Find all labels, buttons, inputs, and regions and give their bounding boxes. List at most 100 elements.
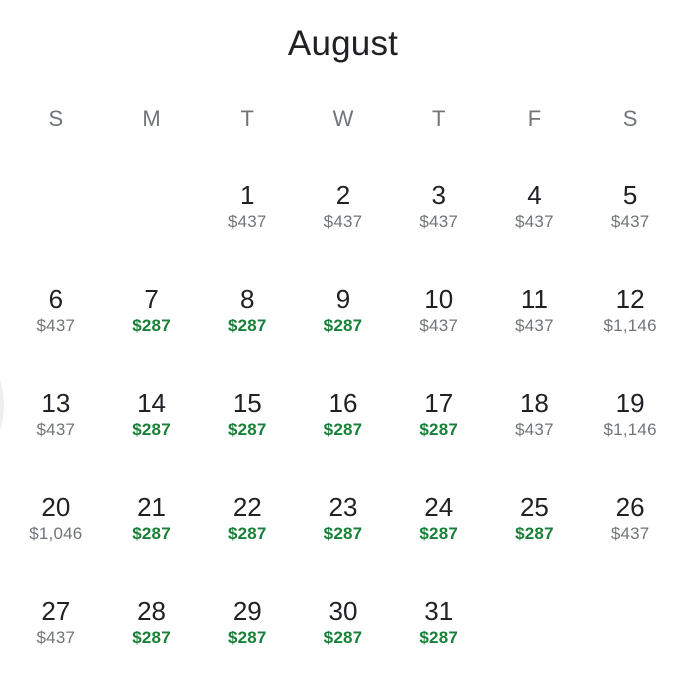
price-label: $287 — [323, 316, 363, 335]
price-label: $437 — [227, 212, 267, 231]
weekday-header-monday: M — [142, 106, 161, 131]
price-label: $437 — [610, 212, 650, 231]
day-number: 31 — [424, 596, 454, 626]
price-label: $437 — [36, 420, 76, 439]
calendar-day-cell[interactable]: 15 $287 — [199, 362, 295, 466]
price-label: $287 — [132, 524, 171, 543]
day-number: 28 — [137, 596, 167, 626]
calendar-day-cell[interactable]: 26 $437 — [582, 466, 678, 570]
day-number: 25 — [519, 492, 549, 522]
calendar-day-cell[interactable]: 13 $437 — [8, 362, 104, 466]
price-label: $437 — [515, 420, 554, 439]
calendar-day-cell[interactable]: 24 $287 — [391, 466, 487, 570]
calendar-empty-cell — [8, 154, 104, 258]
calendar-day-cell[interactable]: 5 $437 — [582, 154, 678, 258]
price-label: $437 — [36, 316, 76, 335]
price-label: $287 — [132, 628, 171, 647]
calendar-day-cell[interactable]: 28 $287 — [104, 570, 200, 674]
calendar-empty-cell — [582, 570, 678, 674]
price-label: $287 — [323, 420, 363, 439]
day-number: 8 — [240, 284, 255, 314]
price-label: $437 — [419, 316, 459, 335]
day-number: 15 — [232, 388, 262, 418]
price-label: $437 — [610, 524, 650, 543]
price-label: $437 — [515, 212, 554, 231]
day-number: 1 — [240, 180, 255, 210]
day-number: 9 — [335, 284, 351, 314]
day-number: 20 — [41, 492, 71, 522]
weekday-header-friday: F — [527, 106, 542, 131]
calendar-day-cell[interactable]: 20 $1,046 — [8, 466, 104, 570]
day-number: 5 — [622, 180, 638, 210]
day-number: 11 — [520, 284, 548, 314]
day-number: 18 — [519, 388, 549, 418]
calendar-day-cell[interactable]: 30 $287 — [295, 570, 391, 674]
price-label: $287 — [132, 420, 171, 439]
price-label: $287 — [227, 420, 267, 439]
price-label: $1,146 — [603, 420, 657, 439]
price-label: $287 — [419, 420, 459, 439]
day-number: 22 — [232, 492, 262, 522]
calendar-day-cell[interactable]: 2 $437 — [295, 154, 391, 258]
day-number: 3 — [431, 180, 446, 210]
price-label: $287 — [227, 316, 267, 335]
price-label: $287 — [323, 524, 363, 543]
calendar-day-cell[interactable]: 8 $287 — [199, 258, 295, 362]
calendar-day-cell[interactable]: 21 $287 — [104, 466, 200, 570]
month-title: August — [287, 24, 399, 63]
calendar-day-cell[interactable]: 25 $287 — [487, 466, 583, 570]
price-label: $1,046 — [29, 524, 83, 543]
price-label: $437 — [36, 628, 76, 647]
calendar-day-cell[interactable]: 10 $437 — [391, 258, 487, 362]
calendar-day-cell[interactable]: 11 $437 — [487, 258, 583, 362]
calendar-day-cell[interactable]: 18 $437 — [487, 362, 583, 466]
calendar-day-cell[interactable]: 4 $437 — [487, 154, 583, 258]
calendar-day-cell[interactable]: 7 $287 — [104, 258, 200, 362]
calendar-day-cell[interactable]: 31 $287 — [391, 570, 487, 674]
calendar-day-cell[interactable]: 6 $437 — [8, 258, 104, 362]
day-number: 12 — [615, 284, 645, 314]
day-number: 23 — [328, 492, 358, 522]
day-number: 27 — [41, 596, 71, 626]
price-label: $287 — [419, 524, 459, 543]
price-label: $287 — [227, 524, 267, 543]
day-number: 10 — [424, 284, 454, 314]
price-label: $1,146 — [603, 316, 657, 335]
calendar-day-cell[interactable]: 12 $1,146 — [582, 258, 678, 362]
calendar-day-cell[interactable]: 27 $437 — [8, 570, 104, 674]
weekday-header-sunday: S — [48, 106, 64, 131]
calendar-day-cell[interactable]: 19 $1,146 — [582, 362, 678, 466]
calendar-day-cell[interactable]: 23 $287 — [295, 466, 391, 570]
price-calendar: S M T W T F S 1 $437 2 $437 3 $437 4 $437 5 $437 6… — [8, 95, 678, 674]
day-number: 19 — [615, 388, 645, 418]
day-number: 26 — [615, 492, 645, 522]
weekday-header-tuesday: T — [240, 106, 254, 131]
price-label: $437 — [515, 316, 554, 335]
partial-circle-artifact — [0, 325, 4, 485]
price-label: $287 — [515, 524, 554, 543]
weeks-grid: 1 $437 2 $437 3 $437 4 $437 5 $437 6 $437 7 $287 8 $287… — [8, 154, 678, 674]
day-number: 4 — [527, 180, 542, 210]
day-number: 16 — [328, 388, 358, 418]
calendar-day-cell[interactable]: 17 $287 — [391, 362, 487, 466]
calendar-day-cell[interactable]: 14 $287 — [104, 362, 200, 466]
day-number: 6 — [48, 284, 64, 314]
price-label: $287 — [419, 628, 459, 647]
day-number: 14 — [137, 388, 167, 418]
calendar-day-cell[interactable]: 22 $287 — [199, 466, 295, 570]
price-label: $437 — [323, 212, 363, 231]
day-number: 13 — [41, 388, 71, 418]
calendar-empty-cell — [104, 154, 200, 258]
calendar-empty-cell — [487, 570, 583, 674]
weekday-header-row: S M T W T F S — [8, 95, 678, 143]
calendar-day-cell[interactable]: 16 $287 — [295, 362, 391, 466]
calendar-day-cell[interactable]: 1 $437 — [199, 154, 295, 258]
weekday-header-wednesday: W — [332, 106, 354, 131]
calendar-day-cell[interactable]: 3 $437 — [391, 154, 487, 258]
price-label: $287 — [323, 628, 363, 647]
price-label: $437 — [419, 212, 459, 231]
calendar-day-cell[interactable]: 29 $287 — [199, 570, 295, 674]
calendar-day-cell[interactable]: 9 $287 — [295, 258, 391, 362]
day-number: 29 — [232, 596, 262, 626]
day-number: 7 — [144, 284, 159, 314]
